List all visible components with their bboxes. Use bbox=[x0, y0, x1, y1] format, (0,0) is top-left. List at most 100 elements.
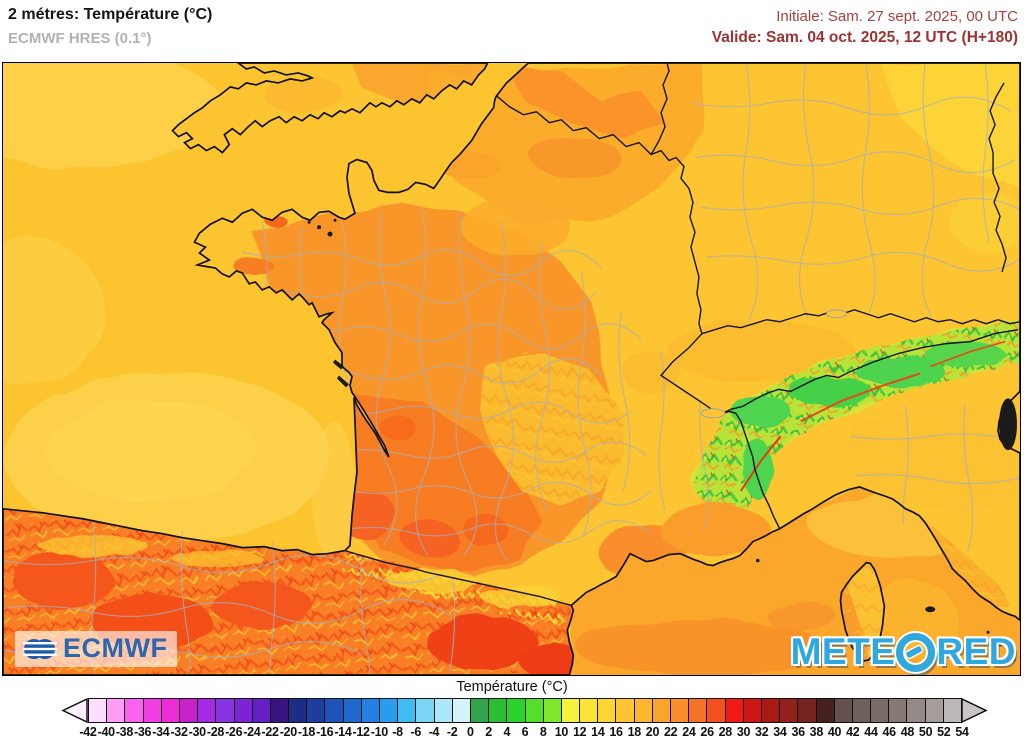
colorbar-segment bbox=[324, 699, 343, 722]
colorbar-segment bbox=[233, 699, 252, 722]
colorbar-tick: -12 bbox=[352, 725, 370, 739]
colorbar-tick: 28 bbox=[718, 725, 733, 739]
colorbar-tick: 40 bbox=[827, 725, 842, 739]
init-time-label: Initiale: Sam. 27 sept. 2025, 00 UTC bbox=[776, 8, 1018, 25]
colorbar-segment bbox=[397, 699, 416, 722]
colorbar-segment bbox=[760, 699, 780, 722]
colorbar-tick: -14 bbox=[334, 725, 352, 739]
valid-time-label: Valide: Sam. 04 oct. 2025, 12 UTC (H+180… bbox=[711, 29, 1018, 46]
header: 2 métres: Température (°C) ECMWF HRES (0… bbox=[0, 0, 1024, 62]
east-france-region bbox=[623, 257, 856, 394]
colorbar-segment bbox=[269, 699, 289, 722]
colorbar-segment bbox=[906, 699, 925, 722]
colorbar-tick: 10 bbox=[554, 725, 569, 739]
colorbar-segment bbox=[742, 699, 761, 722]
colorbar-segment bbox=[615, 699, 634, 722]
colorbar-tick: -6 bbox=[410, 725, 422, 739]
colorbar-tick: 22 bbox=[664, 725, 678, 739]
run-info: Initiale: Sam. 27 sept. 2025, 00 UTC Val… bbox=[712, 6, 1018, 49]
islands bbox=[307, 218, 1018, 663]
lakes bbox=[700, 309, 848, 419]
colorbar-segment bbox=[633, 699, 652, 722]
colorbar-tick: 20 bbox=[645, 725, 660, 739]
colorbar-tick: 48 bbox=[900, 725, 915, 739]
colorbar-segment bbox=[251, 699, 270, 722]
colorbar-tick: -2 bbox=[446, 725, 458, 739]
massif-central-region bbox=[481, 351, 627, 506]
ecmwf-globe-icon bbox=[23, 638, 57, 659]
temperature-map-svg bbox=[3, 63, 1020, 675]
country-borders bbox=[344, 63, 1020, 607]
corsica-region bbox=[840, 562, 885, 662]
colorbar-tick: 50 bbox=[918, 725, 933, 739]
colorbar-tick: -18 bbox=[297, 725, 316, 739]
colorbar-tick: -10 bbox=[370, 725, 388, 739]
colorbar-segment bbox=[178, 699, 198, 722]
colorbar-tick: -42 bbox=[79, 725, 97, 739]
colorbar-segment bbox=[779, 699, 798, 722]
colorbar-segment bbox=[651, 699, 670, 722]
colorbar-tick: 42 bbox=[846, 725, 860, 739]
colorbar-tick: 44 bbox=[864, 725, 878, 739]
colorbar-segment bbox=[288, 699, 307, 722]
colorbar-segment bbox=[360, 699, 379, 722]
colorbar-segment bbox=[197, 699, 216, 722]
colorbar-segment bbox=[379, 699, 398, 722]
alps-region bbox=[690, 323, 1020, 521]
meteored-o-icon bbox=[896, 632, 936, 672]
colorbar-tick: -4 bbox=[428, 725, 440, 739]
colorbar-segment bbox=[560, 699, 580, 722]
map-title: 2 métres: Température (°C) bbox=[8, 6, 213, 23]
colorbar-tick: -28 bbox=[206, 725, 225, 739]
colorbar-tick: -30 bbox=[188, 725, 206, 739]
colorbar-tick: -32 bbox=[170, 725, 188, 739]
colorbar-segment bbox=[888, 699, 907, 722]
meteored-logo-left: METE bbox=[790, 631, 896, 672]
colorbar-segment bbox=[89, 699, 107, 722]
colorbar-arrow-right bbox=[961, 698, 988, 723]
admin-borders bbox=[3, 63, 1020, 675]
colorbar-segment bbox=[433, 699, 452, 722]
colorbar-segment bbox=[797, 699, 816, 722]
colorbar-segment bbox=[942, 699, 961, 722]
colorbar-tick: 6 bbox=[521, 725, 529, 739]
colorbar-tick: -22 bbox=[261, 725, 279, 739]
colorbar-tick: 34 bbox=[773, 725, 787, 739]
model-subtitle: ECMWF HRES (0.1°) bbox=[8, 30, 152, 47]
colorbar-tick: 54 bbox=[955, 725, 969, 739]
colorbar-segments bbox=[88, 698, 962, 723]
colorbar-segment bbox=[106, 699, 125, 722]
colorbar-tick: 52 bbox=[937, 725, 951, 739]
colorbar-segment bbox=[306, 699, 325, 722]
colorbar-segment bbox=[870, 699, 889, 722]
colorbar-segment bbox=[451, 699, 470, 722]
temperature-map: ECMWF METE RED bbox=[2, 62, 1021, 676]
colorbar-tick: 2 bbox=[485, 725, 492, 739]
colorbar-segment bbox=[415, 699, 434, 722]
colorbar-segment bbox=[124, 699, 143, 722]
colorbar-segment bbox=[215, 699, 234, 722]
colorbar-arrow-left bbox=[61, 698, 88, 723]
colorbar-tick: -36 bbox=[134, 725, 152, 739]
colorbar-tick: 14 bbox=[591, 725, 605, 739]
colorbar-tick: -38 bbox=[115, 725, 133, 739]
colorbar-segment bbox=[688, 699, 707, 722]
colorbar-tick: 38 bbox=[809, 725, 824, 739]
colorbar-tick: -34 bbox=[152, 725, 170, 739]
colorbar-segment bbox=[160, 699, 179, 722]
colorbar-tick: -8 bbox=[392, 725, 403, 739]
colorbar-segment bbox=[142, 699, 161, 722]
colorbar-tick: 36 bbox=[791, 725, 805, 739]
colorbar-tick: -40 bbox=[97, 725, 115, 739]
colorbar-segment bbox=[833, 699, 852, 722]
colorbar-segment bbox=[597, 699, 616, 722]
colorbar-tick: 32 bbox=[755, 725, 769, 739]
colorbar-tick: -26 bbox=[225, 725, 243, 739]
colorbar-segment bbox=[670, 699, 689, 722]
colorbar-tick: 30 bbox=[736, 725, 751, 739]
colorbar-tick: -20 bbox=[279, 725, 297, 739]
colorbar-tick: -24 bbox=[243, 725, 261, 739]
meteored-logo: METE RED bbox=[791, 631, 1016, 673]
venetian-lagoon bbox=[999, 398, 1018, 451]
